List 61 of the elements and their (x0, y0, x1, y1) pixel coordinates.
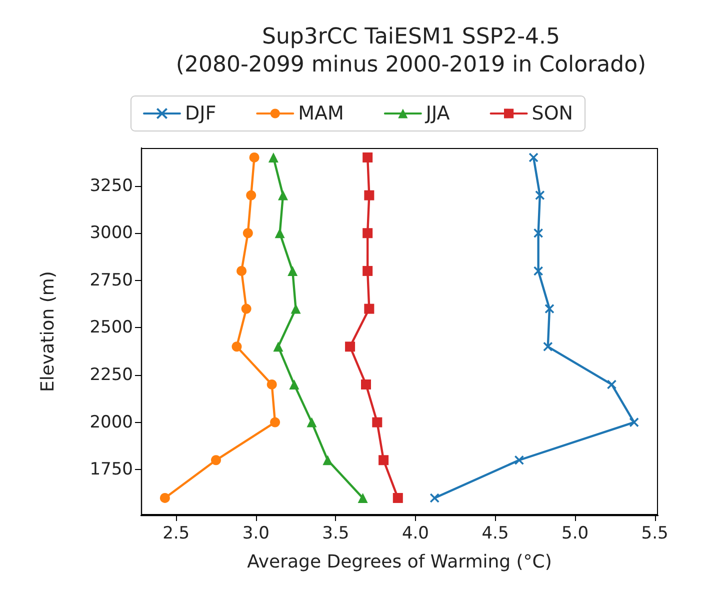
point (278, 190, 288, 200)
point (232, 342, 242, 352)
point (273, 342, 284, 352)
x-tick-label: 5.5 (641, 524, 668, 544)
x-axis-title: Average Degrees of Warming (°C) (247, 552, 552, 572)
point (211, 455, 221, 466)
point (392, 492, 403, 503)
y-tick-label: 3000 (90, 223, 133, 244)
point (514, 455, 524, 466)
point (528, 152, 538, 162)
point (274, 228, 285, 238)
point (533, 266, 544, 276)
point (372, 417, 382, 428)
y-tick-label: 2500 (90, 318, 133, 338)
point (362, 228, 373, 238)
point (533, 228, 544, 238)
x-tick-label: 4.5 (482, 524, 509, 544)
point (364, 304, 374, 314)
point (543, 342, 553, 352)
x-tick-label: 3.0 (242, 524, 270, 544)
y-tick-label: 2250 (90, 365, 133, 386)
point (544, 304, 554, 314)
point (268, 152, 278, 162)
x-tick-label: 2.5 (162, 524, 190, 544)
y-axis-title: Elevation (m) (38, 271, 58, 392)
legend-label: SON (532, 102, 574, 124)
point (242, 228, 253, 238)
x-tick-label: 3.5 (322, 524, 350, 544)
point (345, 342, 356, 352)
point (358, 492, 368, 503)
point (160, 492, 170, 503)
legend-label: JJA (424, 102, 450, 124)
y-tick-label: 1750 (90, 460, 133, 480)
point (288, 266, 298, 276)
point (430, 493, 440, 503)
legend-label: MAM (298, 102, 344, 124)
legend-label: DJF (184, 102, 216, 124)
chart-title: Sup3rCC TaiESM1 SSP2-4.5 (2080-2099 minus 2000-2019 in Colorado) (176, 24, 646, 78)
point (270, 417, 280, 428)
point (290, 304, 301, 314)
point (360, 379, 371, 390)
point (289, 379, 300, 390)
point (364, 190, 374, 200)
x-tick-label: 4.0 (402, 524, 429, 544)
point (236, 266, 247, 276)
y-tick-label: 3250 (90, 176, 133, 196)
y-tick-label: 2000 (90, 412, 133, 432)
point (322, 455, 333, 466)
y-tick-label: 2750 (90, 270, 133, 290)
point (535, 190, 545, 200)
point (606, 380, 617, 390)
point (306, 417, 317, 428)
point (378, 455, 389, 466)
point (246, 190, 256, 200)
point (629, 417, 639, 428)
point (362, 152, 373, 162)
point (241, 304, 252, 314)
point (362, 266, 373, 276)
x-tick-label: 5.0 (562, 524, 589, 544)
point (249, 152, 260, 162)
point (266, 379, 277, 390)
